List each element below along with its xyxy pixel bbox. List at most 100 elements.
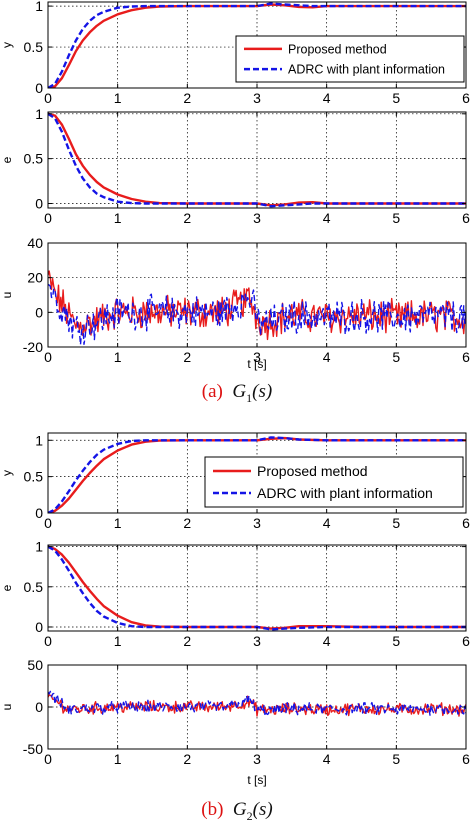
subplot-a-e: 0 1 2 3 4 5 6 0 0.5 1 e bbox=[0, 106, 470, 226]
y-tick-label: 1 bbox=[35, 432, 43, 448]
x-tick-label: 4 bbox=[323, 515, 331, 531]
x-tick-label: 6 bbox=[462, 751, 470, 767]
x-tick-label: 2 bbox=[183, 751, 191, 767]
y-tick-label: 0.5 bbox=[24, 151, 44, 167]
x-tick-label: 6 bbox=[462, 90, 470, 106]
subplot-a-y: 0 1 2 3 4 5 6 0 0.5 1 y Proposed method ADRC with pl… bbox=[0, 0, 470, 106]
series-line-adrc bbox=[48, 2, 466, 88]
y-tick-label: 1 bbox=[35, 0, 43, 14]
x-tick-label: 1 bbox=[114, 751, 122, 767]
x-tick-label: 1 bbox=[114, 633, 122, 649]
caption-a-sub: 1 bbox=[246, 390, 253, 405]
y-tick-label: 0.5 bbox=[24, 579, 44, 595]
caption-a: (a) G1(s) bbox=[0, 381, 474, 406]
x-tick-label: 3 bbox=[253, 349, 261, 365]
subplot-b-e: 0 1 2 3 4 5 6 0 0.5 1 e bbox=[0, 539, 470, 649]
y-tick-label: 0 bbox=[35, 304, 43, 320]
series-group bbox=[48, 112, 466, 208]
series-line-proposed bbox=[48, 694, 466, 717]
caption-b-arg: (s) bbox=[252, 799, 273, 820]
y-tick-label: -20 bbox=[23, 339, 43, 355]
legend-entry: ADRC with plant information bbox=[257, 485, 433, 501]
x-tick-label: 0 bbox=[44, 210, 52, 226]
x-tick-label: 2 bbox=[183, 515, 191, 531]
y-tick-label: 40 bbox=[27, 235, 43, 251]
series-line-adrc bbox=[48, 545, 466, 631]
y-tick-label: 0.5 bbox=[24, 39, 44, 55]
x-tick-label: 4 bbox=[323, 210, 331, 226]
legend-box bbox=[235, 35, 465, 83]
x-tick-label: 0 bbox=[44, 751, 52, 767]
x-tick-label: 2 bbox=[183, 90, 191, 106]
x-tick-label: 2 bbox=[183, 349, 191, 365]
series-group bbox=[48, 690, 466, 717]
x-tick-label: 5 bbox=[392, 349, 400, 365]
x-tick-label: 0 bbox=[44, 90, 52, 106]
y-axis-label: u bbox=[0, 292, 14, 299]
x-tick-label: 5 bbox=[392, 515, 400, 531]
y-tick-label: 20 bbox=[27, 270, 43, 286]
series-group bbox=[48, 270, 466, 346]
x-tick-label: 3 bbox=[253, 633, 261, 649]
x-axis-label: t [s] bbox=[247, 773, 266, 787]
series-group bbox=[48, 436, 466, 513]
x-tick-label: 3 bbox=[253, 90, 261, 106]
x-tick-label: 3 bbox=[253, 515, 261, 531]
x-tick-label: 5 bbox=[392, 751, 400, 767]
series-line-proposed bbox=[48, 545, 466, 630]
x-axis-label: t [s] bbox=[247, 357, 266, 371]
y-tick-label: 0.5 bbox=[24, 469, 44, 485]
legend: Proposed method ADRC with plant informati… bbox=[204, 456, 464, 508]
y-tick-label: 1 bbox=[35, 106, 43, 122]
y-tick-label: 0 bbox=[35, 80, 43, 96]
legend-box bbox=[204, 456, 464, 508]
caption-b: (b) G2(s) bbox=[0, 799, 474, 824]
series-line-adrc bbox=[48, 283, 466, 346]
series-line-adrc bbox=[48, 436, 466, 513]
x-tick-label: 5 bbox=[392, 90, 400, 106]
y-tick-label: 1 bbox=[35, 539, 43, 555]
x-tick-label: 5 bbox=[392, 633, 400, 649]
y-axis-label: e bbox=[0, 156, 14, 163]
caption-a-arg: (s) bbox=[252, 381, 273, 402]
legend: Proposed method ADRC with plant informati… bbox=[235, 35, 465, 83]
y-tick-label: 0 bbox=[35, 505, 43, 521]
x-tick-label: 0 bbox=[44, 515, 52, 531]
x-tick-label: 6 bbox=[462, 515, 470, 531]
y-axis-label: y bbox=[0, 42, 14, 48]
x-tick-label: 3 bbox=[253, 751, 261, 767]
x-tick-label: 6 bbox=[462, 349, 470, 365]
series-line-adrc bbox=[48, 690, 466, 717]
x-tick-label: 5 bbox=[392, 210, 400, 226]
x-tick-label: 4 bbox=[323, 751, 331, 767]
x-tick-label: 6 bbox=[462, 210, 470, 226]
y-axis-label: y bbox=[0, 470, 14, 476]
x-tick-label: 6 bbox=[462, 633, 470, 649]
x-tick-label: 4 bbox=[323, 349, 331, 365]
subplot-b-y: 0 1 2 3 4 5 6 0 0.5 1 y Proposed method ADRC with pl… bbox=[0, 432, 470, 531]
x-tick-label: 3 bbox=[253, 210, 261, 226]
y-tick-label: 0 bbox=[35, 699, 43, 715]
legend-entry: Proposed method bbox=[257, 463, 368, 479]
y-axis-label: u bbox=[0, 704, 14, 711]
y-tick-label: -50 bbox=[23, 741, 43, 757]
y-tick-label: 0 bbox=[35, 619, 43, 635]
y-axis-label: e bbox=[0, 584, 14, 591]
legend-entry: Proposed method bbox=[288, 42, 387, 56]
legend-entry: ADRC with plant information bbox=[288, 63, 445, 77]
caption-a-tag: (a) bbox=[201, 381, 223, 402]
x-tick-label: 4 bbox=[323, 90, 331, 106]
x-tick-label: 0 bbox=[44, 349, 52, 365]
series-group bbox=[48, 545, 466, 631]
caption-b-sub: 2 bbox=[246, 808, 253, 823]
caption-b-func: G bbox=[232, 799, 247, 820]
series-group bbox=[48, 2, 466, 88]
x-tick-label: 2 bbox=[183, 210, 191, 226]
x-tick-label: 1 bbox=[114, 349, 122, 365]
x-tick-label: 2 bbox=[183, 633, 191, 649]
